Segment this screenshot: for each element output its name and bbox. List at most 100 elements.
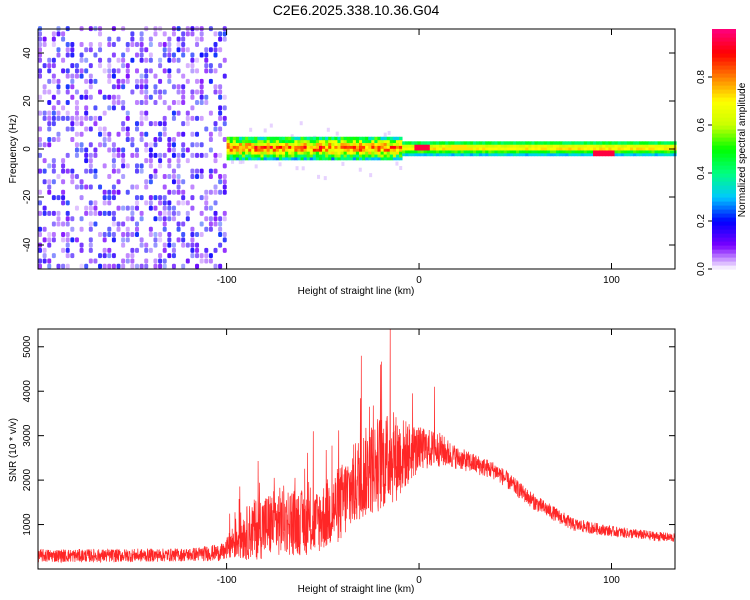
spectrogram-cell bbox=[139, 168, 144, 174]
spectrogram-cell bbox=[392, 148, 397, 152]
spectrogram-cell bbox=[208, 173, 213, 179]
spectrogram-cell bbox=[88, 205, 93, 211]
spectrogram-cell bbox=[144, 200, 149, 206]
spectrogram-cell bbox=[162, 216, 167, 222]
spectrogram-cell bbox=[263, 139, 268, 144]
spectrogram-cell bbox=[93, 152, 98, 158]
spectrogram-cell bbox=[392, 139, 397, 144]
colorbar-segment bbox=[712, 53, 736, 58]
spectrogram-cell bbox=[208, 131, 213, 137]
spectrogram-cell bbox=[346, 154, 351, 158]
spectrogram-cell bbox=[380, 156, 385, 161]
spectrogram-cell bbox=[70, 115, 75, 121]
spectrogram-cell bbox=[663, 149, 668, 154]
spectrogram-cell bbox=[144, 184, 149, 190]
spectrogram-cell bbox=[222, 94, 227, 100]
spectrogram-cell bbox=[121, 57, 126, 63]
spectrogram-cell bbox=[282, 145, 286, 149]
spectrogram-cell bbox=[65, 216, 70, 222]
spectrogram-cell bbox=[506, 149, 511, 154]
spectrogram-cell bbox=[226, 148, 231, 152]
spectrogram-cell bbox=[88, 242, 93, 248]
spectrogram-cell bbox=[633, 147, 637, 151]
spectrogram-cell bbox=[47, 78, 52, 84]
spectrogram-cell bbox=[355, 148, 360, 152]
spectrogram-cell bbox=[559, 141, 563, 145]
spectrogram-cell bbox=[500, 144, 505, 148]
spectrogram-cell bbox=[352, 136, 357, 141]
spectrogram-cell bbox=[534, 141, 539, 145]
spectrogram-cell bbox=[352, 139, 357, 144]
colorbar-segment bbox=[712, 257, 736, 262]
spectrogram-cell bbox=[285, 139, 289, 144]
spectrogram-cell bbox=[84, 210, 89, 216]
spectrogram-cell bbox=[288, 136, 292, 141]
spectrogram-cell bbox=[297, 139, 301, 144]
spectrogram-cell bbox=[125, 41, 130, 47]
spectrogram-cell bbox=[229, 136, 234, 141]
spectrogram-cell bbox=[549, 152, 554, 157]
spectrogram-cell bbox=[213, 121, 218, 127]
spectrogram-cell bbox=[74, 147, 79, 153]
colorbar-segment bbox=[712, 113, 736, 118]
spectrogram-cell bbox=[546, 144, 551, 148]
spectrogram-cell bbox=[528, 152, 532, 157]
spectrogram-cell bbox=[125, 110, 130, 116]
spectrogram-cell bbox=[288, 145, 292, 149]
spectrogram-cell bbox=[229, 142, 234, 146]
spectrogram-cell bbox=[121, 126, 126, 132]
spectrogram-cell bbox=[386, 151, 391, 155]
spectrogram-cell bbox=[337, 139, 341, 144]
spectrogram-cell bbox=[534, 149, 539, 154]
spectrogram-cell bbox=[153, 121, 158, 127]
spectrogram-cell bbox=[340, 142, 345, 146]
colorbar-segment bbox=[712, 61, 736, 66]
spectrogram-cell bbox=[84, 126, 89, 132]
spectrogram-cell bbox=[439, 149, 443, 154]
spectrogram-cell bbox=[153, 100, 158, 106]
spectrogram-cell bbox=[213, 216, 218, 222]
spectrogram-cell bbox=[571, 141, 575, 145]
spectrogram-cell bbox=[285, 156, 289, 161]
spectrogram-cell bbox=[208, 137, 213, 142]
spectrogram-cell bbox=[386, 139, 391, 144]
spectrogram-cell bbox=[51, 63, 56, 69]
spectrogram-cell bbox=[134, 200, 139, 206]
spectrogram-cell bbox=[79, 41, 84, 47]
spectrogram-cell bbox=[218, 105, 223, 111]
spectrogram-cell bbox=[491, 152, 495, 157]
spectrogram-cell bbox=[442, 141, 446, 145]
spectrogram-cell bbox=[213, 168, 218, 174]
spectrogram-cell bbox=[111, 210, 116, 216]
spectrogram-cell bbox=[399, 166, 403, 171]
spectrogram-cell bbox=[371, 142, 375, 146]
spectrogram-cell bbox=[374, 136, 378, 141]
spectrogram-cell bbox=[636, 141, 640, 145]
spectrogram-cell bbox=[144, 263, 149, 269]
spectrogram-cell bbox=[88, 258, 93, 264]
spectrogram-cell bbox=[577, 144, 582, 148]
spectrogram-cell bbox=[144, 131, 149, 137]
spectrogram-cell bbox=[229, 139, 234, 144]
spectrogram-cell bbox=[368, 156, 372, 161]
spectrogram-cell bbox=[669, 149, 674, 154]
spectrogram-cell bbox=[158, 57, 163, 63]
spectrogram-cell bbox=[559, 147, 563, 151]
spectrogram-cell bbox=[263, 148, 268, 152]
spectrogram-cell bbox=[162, 89, 167, 95]
spectrogram-cell bbox=[148, 121, 153, 127]
spectrogram-cell bbox=[222, 210, 227, 216]
spectrogram-cell bbox=[509, 141, 514, 145]
spectrogram-cell bbox=[263, 128, 267, 133]
spectrogram-cell bbox=[389, 136, 394, 141]
spectrogram-cell bbox=[654, 149, 659, 154]
spectrogram-cell bbox=[121, 152, 126, 158]
spectrogram-cell bbox=[42, 210, 47, 216]
spectrogram-cell bbox=[111, 216, 116, 222]
spectrogram-cell bbox=[241, 145, 246, 149]
spectrogram-cell bbox=[657, 144, 662, 148]
spectrogram-cell bbox=[171, 247, 176, 253]
spectrogram-cell bbox=[340, 148, 345, 152]
spectrogram-cell bbox=[543, 147, 548, 151]
spectrogram-cell bbox=[448, 141, 452, 145]
